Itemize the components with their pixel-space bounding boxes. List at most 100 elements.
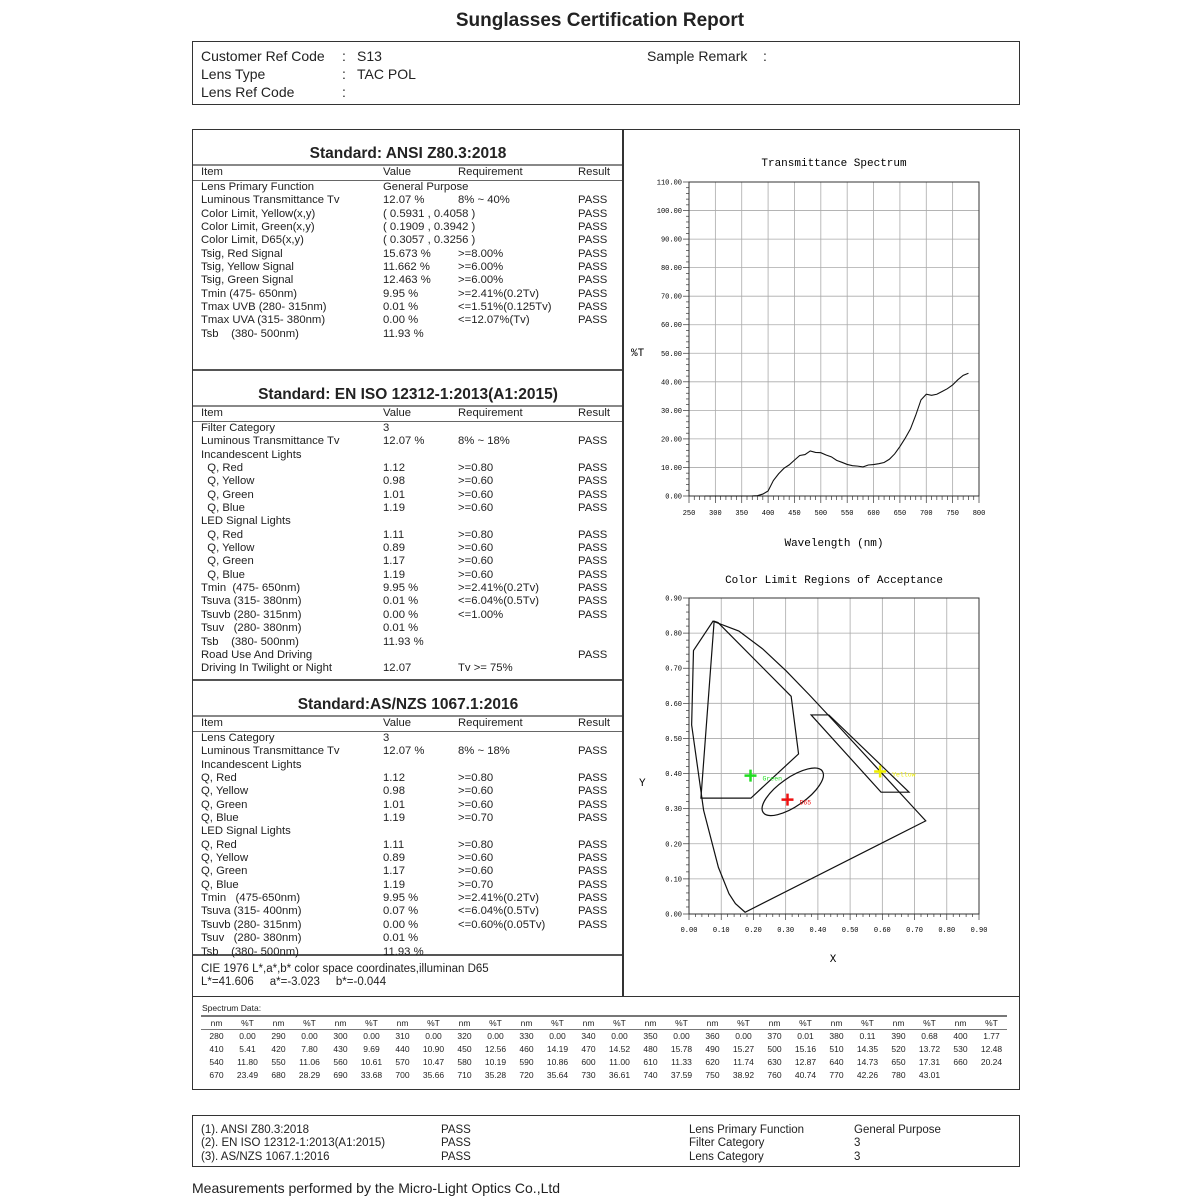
y-tick-label: 10.00	[661, 465, 682, 473]
transmittance-cell: 11.80	[237, 1056, 258, 1067]
item-cell: Filter Category	[201, 422, 276, 434]
wavelength-cell: 460	[519, 1043, 534, 1054]
transmittance-cell: 0.11	[859, 1030, 876, 1041]
wavelength-cell: 310	[395, 1030, 410, 1041]
item-cell: Q, Yellow	[201, 475, 255, 488]
result-cell: PASS	[578, 865, 608, 878]
result-cell: PASS	[578, 918, 608, 931]
transmittance-cell: 9.69	[363, 1043, 380, 1054]
wavelength-cell: 720	[519, 1069, 534, 1080]
summary-item: Lens Primary Function	[689, 1124, 805, 1136]
wavelength-cell: 420	[271, 1043, 286, 1054]
column-header: Value	[383, 166, 412, 178]
summary-value: General Purpose	[854, 1124, 941, 1136]
table-row: Tmax UVB (280- 315nm) 0.01 % <=1.51%(0.125…	[193, 301, 623, 314]
x-tick-label: 750	[946, 510, 959, 518]
requirement-cell: >=0.60	[458, 555, 494, 568]
value-cell: 12.07 %	[383, 435, 425, 448]
wavelength-cell: 440	[395, 1043, 410, 1054]
requirement-cell: >=8.00%	[458, 247, 504, 260]
transmittance-cell: 13.72	[918, 1043, 941, 1054]
summary-item: Lens Category	[689, 1150, 764, 1163]
table-row: Tsig, Green Signal 12.463 % >=6.00% PASS	[193, 274, 623, 287]
result-cell: PASS	[578, 194, 608, 207]
table-row: Tmin (475- 650nm) 9.95 % >=2.41%(0.2Tv) PAS…	[193, 288, 623, 301]
y-tick-label: 40.00	[661, 379, 682, 387]
item-cell: Tsig, Yellow Signal	[201, 261, 294, 274]
section-title: Standard: ANSI Z80.3:2018	[193, 142, 623, 166]
item-cell: Q, Red	[201, 772, 237, 785]
transmittance-cell: 14.52	[608, 1043, 631, 1054]
value-cell: 0.00 %	[383, 918, 419, 931]
item-cell: Lens Primary Function	[201, 181, 315, 193]
requirement-cell: >=0.60	[458, 475, 494, 488]
result-cell: PASS	[578, 745, 608, 758]
transmittance-cell: 38.92	[732, 1069, 755, 1080]
transmittance-cell: 36.61	[608, 1069, 631, 1080]
plot-frame	[688, 181, 980, 497]
item-cell: Tsuv (280- 380nm)	[201, 932, 302, 945]
result-cell: PASS	[578, 838, 608, 851]
transmittance-cell: 0.00	[239, 1030, 256, 1041]
requirement-cell: <=1.51%(0.125Tv)	[458, 301, 552, 314]
transmittance-cell: 12.87	[794, 1056, 817, 1067]
table-row: Filter Category 3	[193, 422, 623, 435]
item-cell: LED Signal Lights	[201, 515, 291, 528]
table-header: Item Value Requirement Result	[193, 166, 623, 181]
item-cell: Q, Green	[201, 798, 248, 811]
result-cell: PASS	[578, 221, 608, 234]
table-row: Lens Primary Function General Purpose	[193, 181, 623, 194]
transmittance-cell: 10.61	[360, 1056, 383, 1067]
x-tick-label: 0.10	[713, 927, 730, 935]
requirement-cell: >=0.80	[458, 772, 494, 785]
column-header: %T	[728, 1015, 759, 1030]
wavelength-cell: 630	[767, 1056, 782, 1067]
result-cell: PASS	[578, 234, 608, 247]
transmittance-cell	[976, 1068, 1007, 1081]
item-cell: Color Limit, Yellow(x,y)	[201, 207, 316, 220]
x-tick-label: 0.00	[681, 927, 698, 935]
item-cell: Tsig, Green Signal	[201, 274, 294, 287]
result-cell: PASS	[578, 852, 608, 865]
transmittance-cell: 14.73	[856, 1056, 879, 1067]
requirement-cell: >=2.41%(0.2Tv)	[458, 582, 540, 595]
wavelength-cell: 560	[333, 1056, 348, 1067]
spectrum-caption: Spectrum Data:	[202, 1003, 262, 1013]
item-cell: Luminous Transmittance Tv	[201, 745, 340, 758]
result-cell: PASS	[578, 301, 608, 314]
item-cell: Q, Green	[201, 555, 254, 568]
x-tick-label: 550	[841, 510, 854, 518]
wavelength-cell: 470	[581, 1043, 596, 1054]
value-cell: 0.01 %	[383, 932, 419, 945]
table-row: Tsuv (280- 380nm) 0.01 %	[193, 932, 623, 945]
item-cell: Tsb (380- 500nm)	[201, 327, 299, 340]
spectrum-row: 280 0.00 290 0.00 300 0.00 310 0.00 320 0.00 330 0.…	[201, 1029, 1007, 1042]
transmittance-cell: 35.28	[484, 1069, 507, 1080]
value-cell: 3	[383, 732, 390, 744]
result-cell: PASS	[578, 542, 608, 555]
wavelength-cell: 330	[519, 1030, 534, 1041]
value-cell: General Purpose	[383, 181, 469, 193]
summary-result: PASS	[441, 1150, 471, 1163]
transmittance-cell: 14.19	[546, 1043, 569, 1054]
result-cell: PASS	[578, 582, 608, 595]
y-tick-label: 90.00	[661, 237, 682, 245]
wavelength-cell: 530	[953, 1043, 968, 1054]
transmittance-cell: 12.56	[484, 1043, 507, 1054]
value-cell: 11.93 %	[383, 945, 424, 958]
wavelength-cell: 480	[643, 1043, 658, 1054]
y-tick-label: 0.20	[665, 841, 682, 849]
transmittance-cell: 0.00	[363, 1030, 380, 1041]
summary-standard: (1). ANSI Z80.3:2018	[201, 1124, 310, 1136]
result-cell: PASS	[578, 247, 608, 260]
y-tick-label: 100.00	[657, 208, 682, 216]
column-header: %T	[914, 1015, 945, 1030]
value-cell: 15.673 %	[383, 247, 431, 260]
en-iso-section: Standard: EN ISO 12312-1:2013(A1:2015) It…	[193, 371, 623, 681]
table-row: Tsuvb (280- 315nm) 0.00 % <=1.00% PASS	[193, 609, 623, 622]
column-header: nm	[821, 1015, 852, 1030]
value-cell: 9.95 %	[383, 287, 419, 300]
item-cell: Tsuva (315- 380nm)	[201, 595, 302, 608]
table-row: Q, Red 1.12 >=0.80 PASS	[193, 772, 623, 785]
requirement-cell: >=0.60	[458, 785, 494, 798]
